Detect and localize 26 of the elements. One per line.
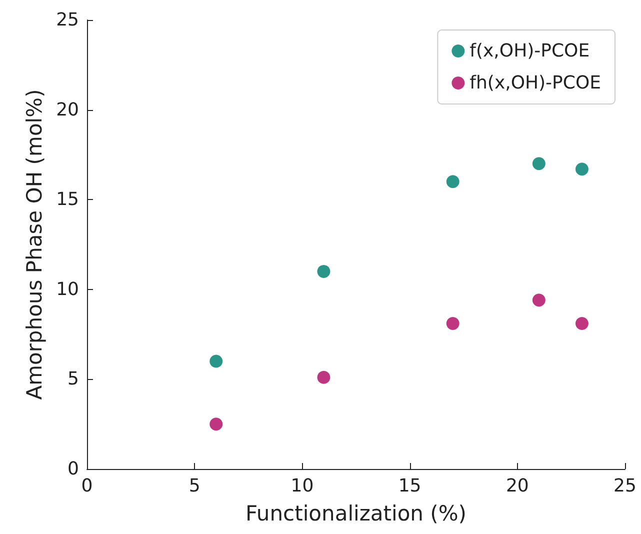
y-tick-label: 0 [68,458,79,480]
legend-label: fh(x,OH)-PCOE [470,72,601,94]
y-tick-label: 25 [56,10,79,30]
y-axis-title: Amorphous Phase OH (mol%) [22,89,47,400]
point [210,354,223,368]
legend-label: f(x,OH)-PCOE [470,40,590,62]
x-tick-label: 15 [398,476,422,496]
point [317,370,330,384]
point [532,294,546,307]
x-axis-title: Functionalization (%) [246,502,466,526]
x-tick-label: 0 [81,476,93,496]
x-tick-label: 5 [188,476,200,496]
y-tick-label: 5 [68,368,79,390]
point [317,264,330,278]
point [210,418,223,431]
point [575,162,588,176]
y-tick-label: 15 [56,189,79,210]
y-tick-label: 20 [56,99,79,120]
y-tick-label: 10 [56,278,79,300]
x-tick-label: 10 [290,476,314,496]
point [446,175,460,188]
x-tick-label: 20 [506,476,529,496]
point [446,317,460,330]
point [532,157,546,170]
point [575,317,588,330]
x-tick-label: 25 [614,476,636,496]
